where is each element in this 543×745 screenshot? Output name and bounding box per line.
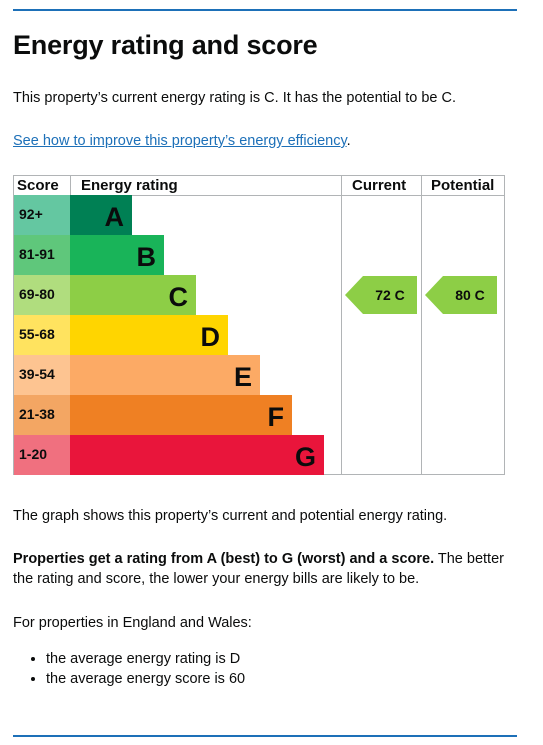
- score-cell-d: [14, 315, 70, 355]
- rating-explanation-rest: The better the rating and score, the low…: [13, 551, 504, 587]
- page-title: Energy rating and score: [13, 30, 318, 60]
- rating-bar-e: [70, 355, 260, 395]
- england-wales-heading: For properties in England and Wales:: [13, 615, 252, 631]
- score-cell-e: [14, 355, 70, 395]
- rating-letter-e: E: [234, 362, 252, 392]
- current-rating-summary: This property’s current energy rating is…: [13, 90, 457, 106]
- average-energy-rating: the average energy rating is D: [46, 649, 245, 669]
- rating-letter-a: A: [105, 202, 125, 232]
- current-rating-arrow: [345, 276, 417, 314]
- score-range-a: 92+: [19, 206, 43, 222]
- score-range-b: 81-91: [19, 246, 55, 262]
- energy-rating-chart: Score Energy rating Current Potential 92+ A 81…: [13, 175, 505, 475]
- rating-letter-f: F: [268, 402, 285, 432]
- score-range-g: 1-20: [19, 446, 47, 462]
- bottom-divider: [13, 735, 517, 737]
- score-cell-f: [14, 395, 70, 435]
- potential-header: Potential: [431, 177, 494, 194]
- score-cell-a: [14, 195, 70, 235]
- average-rating-list: the average energy rating is D the avera…: [13, 649, 245, 689]
- average-energy-score: the average energy score is 60: [46, 669, 245, 689]
- current-header: Current: [352, 177, 406, 194]
- rating-explanation-bold: Properties get a rating from A (best) to…: [13, 551, 435, 567]
- energy-rating-header: Energy rating: [81, 177, 178, 194]
- rating-letter-g: G: [295, 442, 316, 472]
- score-range-d: 55-68: [19, 326, 55, 342]
- rating-letter-c: C: [169, 282, 189, 312]
- improve-efficiency-link[interactable]: See how to improve this property’s energ…: [13, 133, 347, 149]
- improve-efficiency-paragraph: See how to improve this property’s energ…: [13, 131, 513, 151]
- improve-link-suffix: .: [346, 133, 351, 149]
- rating-explanation: Properties get a rating from A (best) to…: [13, 549, 513, 589]
- score-cell-g: [14, 435, 70, 475]
- score-header: Score: [17, 177, 59, 194]
- rating-bar-g: [70, 435, 324, 475]
- rating-letter-b: B: [137, 242, 157, 272]
- score-cell-b: [14, 235, 70, 275]
- current-rating-arrow-label: 72 C: [375, 287, 405, 303]
- potential-rating-arrow: [425, 276, 497, 314]
- rating-bar-c: [70, 275, 196, 315]
- score-cell-c: [14, 275, 70, 315]
- score-range-e: 39-54: [19, 366, 55, 382]
- rating-bar-f: [70, 395, 292, 435]
- score-range-f: 21-38: [19, 406, 55, 422]
- energy-rating-chart-svg: Score Energy rating Current Potential 92+ A 81…: [13, 175, 505, 475]
- potential-rating-arrow-label: 80 C: [455, 287, 485, 303]
- rating-bar-a: [70, 195, 132, 235]
- rating-letter-d: D: [201, 322, 221, 352]
- rating-bar-b: [70, 235, 164, 275]
- score-range-c: 69-80: [19, 286, 55, 302]
- top-divider: [13, 9, 517, 11]
- graph-caption: The graph shows this property’s current …: [13, 508, 448, 524]
- rating-bar-d: [70, 315, 228, 355]
